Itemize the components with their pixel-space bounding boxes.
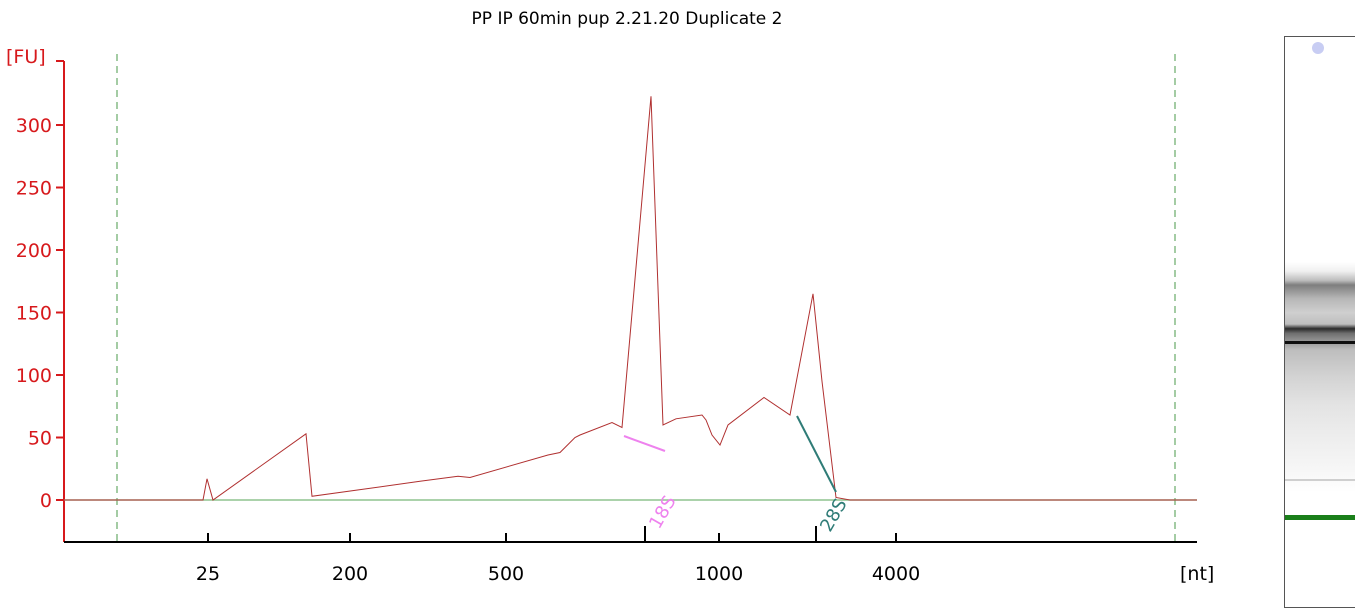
x-tick-label: 500 [488,563,524,585]
label-28S: 28S [816,495,851,535]
x-tick-label: 1000 [695,563,743,585]
gel-lane-image [1284,36,1355,608]
x-tick-label: 25 [196,563,220,585]
y-ticks: 0 50 100 150 200 250 300 [16,60,64,512]
y-tick-label: 0 [40,490,52,512]
marker-28S-line [796,415,837,493]
y-tick-label: 150 [16,303,52,325]
chart-title: PP IP 60min pup 2.21.20 Duplicate 2 [472,9,783,29]
x-axis-label: [nt] [1180,563,1214,585]
y-tick-label: 50 [28,428,52,450]
x-ticks: 25 200 500 1000 4000 [196,533,920,585]
y-tick-label: 300 [16,115,52,137]
y-tick-label: 100 [16,365,52,387]
gel-marker-band [1285,515,1355,520]
signal-trace [64,96,1197,501]
marker-18S-line [623,435,666,452]
gel-band-low [1285,479,1355,481]
x-axis: [nt] 25 200 500 1000 4000 [64,533,1214,585]
gel-smear [1285,262,1355,492]
y-tick-label: 200 [16,240,52,262]
y-tick-label: 250 [16,178,52,200]
label-18S: 18S [645,492,680,532]
x-tick-label: 200 [332,563,368,585]
gel-band-28S [1285,341,1355,344]
y-axis-label: [FU] [6,46,46,68]
x-tick-label: 4000 [872,563,920,585]
gel-lane-spot [1312,42,1324,54]
y-axis: [FU] 0 50 100 150 200 250 300 [6,46,65,542]
